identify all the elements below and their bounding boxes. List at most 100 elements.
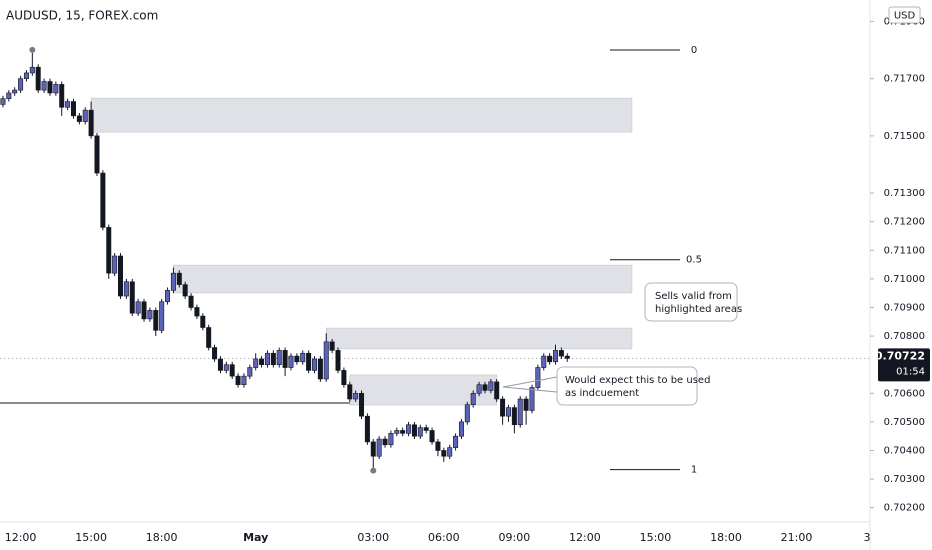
candle-body — [429, 430, 435, 443]
candle-body — [70, 101, 76, 117]
y-tick-label: 0.71700 — [884, 74, 925, 85]
candle-body — [59, 84, 65, 108]
candle-body — [29, 66, 35, 74]
x-tick-label: 18:00 — [146, 531, 178, 544]
candle-body — [335, 350, 341, 371]
candle-body — [511, 407, 517, 426]
candle-body — [417, 427, 423, 437]
chart-title: AUDUSD, 15, FOREX.com — [6, 9, 158, 23]
candle-body — [541, 355, 547, 368]
axes: 0.719000.717000.715000.713000.712000.711… — [0, 16, 930, 544]
x-tick-label: May — [243, 531, 268, 544]
candle-body — [323, 341, 329, 380]
y-tick-label: 0.70300 — [884, 474, 925, 485]
y-tick-label: 0.70600 — [884, 388, 925, 399]
candle-body — [129, 281, 135, 314]
y-tick-label: 0.71000 — [884, 274, 925, 285]
candle-body — [564, 355, 570, 359]
candle-body — [229, 364, 235, 377]
candle-body — [264, 352, 270, 365]
candle-body — [353, 392, 359, 400]
candle-body — [523, 398, 529, 411]
candle-body — [206, 327, 212, 348]
y-tick-label: 0.70900 — [884, 302, 925, 313]
annotation: Sells valid from highlighted areas — [644, 282, 742, 322]
candle-body — [188, 295, 194, 308]
candle-body — [282, 350, 288, 368]
candle-body — [53, 84, 59, 94]
candle-body — [505, 407, 511, 417]
y-tick-label: 0.70800 — [884, 331, 925, 342]
annotation-pointer — [502, 386, 558, 393]
fib-label: 0 — [691, 45, 697, 56]
zone — [325, 327, 633, 350]
candle-body — [82, 109, 88, 122]
candle-body — [535, 367, 541, 388]
x-tick-label: 18:00 — [710, 531, 742, 544]
x-tick-label: 03:00 — [357, 531, 389, 544]
candle-body — [517, 398, 523, 426]
candle-body — [65, 101, 71, 108]
candle-body — [482, 384, 488, 391]
candle-body — [388, 433, 394, 446]
candle-body — [553, 350, 559, 363]
candle-body — [6, 92, 12, 99]
candle-body — [35, 66, 41, 91]
candle-body — [106, 227, 112, 274]
candle-body — [212, 347, 218, 360]
candle-body — [300, 352, 306, 363]
candle-body — [223, 364, 229, 371]
fib-label: 1 — [691, 465, 697, 476]
candle-body — [118, 255, 124, 297]
candle-body — [317, 358, 323, 380]
candle-body — [112, 255, 118, 274]
candle-body — [276, 350, 282, 365]
y-tick-label: 0.71100 — [884, 245, 925, 256]
annotation-box — [556, 366, 698, 406]
candle-body — [411, 424, 417, 437]
candle-body — [217, 358, 223, 371]
candle-body — [458, 421, 464, 437]
candle-body — [394, 430, 400, 434]
zone — [173, 264, 633, 294]
candle-body — [547, 355, 553, 363]
currency-label: USD — [894, 11, 916, 22]
candle-body — [165, 290, 171, 303]
candle-body — [47, 81, 53, 94]
last-price-box — [878, 348, 930, 382]
candle-body — [176, 272, 182, 285]
x-tick-label: 3 — [864, 531, 871, 544]
candle-body — [235, 375, 241, 386]
candle-body — [364, 415, 370, 443]
x-tick-label: 06:00 — [428, 531, 460, 544]
y-tick-label: 0.71200 — [884, 217, 925, 228]
countdown-label: 01:54 — [896, 366, 925, 377]
candle-body — [464, 404, 470, 423]
candle-body — [311, 358, 317, 371]
currency-box[interactable] — [888, 6, 921, 24]
y-tick-label: 0.71500 — [884, 131, 925, 142]
candle-body — [500, 398, 506, 417]
x-tick-label: 09:00 — [499, 531, 531, 544]
candle-body — [423, 427, 429, 431]
candle-body — [100, 172, 106, 228]
candle-body — [94, 135, 100, 174]
candle-body — [153, 310, 159, 331]
candle-body — [253, 358, 259, 368]
annotation-box — [644, 282, 738, 322]
annotation: Would expect this to be used as indcueme… — [502, 366, 710, 406]
candle-body — [376, 438, 382, 457]
candle-body — [294, 355, 300, 363]
candle-body — [347, 384, 353, 400]
candle-body — [447, 447, 453, 457]
annotation-pointer — [502, 376, 558, 388]
candle-body — [135, 301, 141, 314]
low-marker — [370, 467, 377, 474]
candle-body — [558, 350, 564, 357]
plot-area: 00.51 — [0, 45, 702, 476]
candle-body — [194, 307, 200, 317]
candle-body — [382, 438, 388, 446]
candle-body — [529, 387, 535, 411]
candle-body — [435, 441, 441, 451]
